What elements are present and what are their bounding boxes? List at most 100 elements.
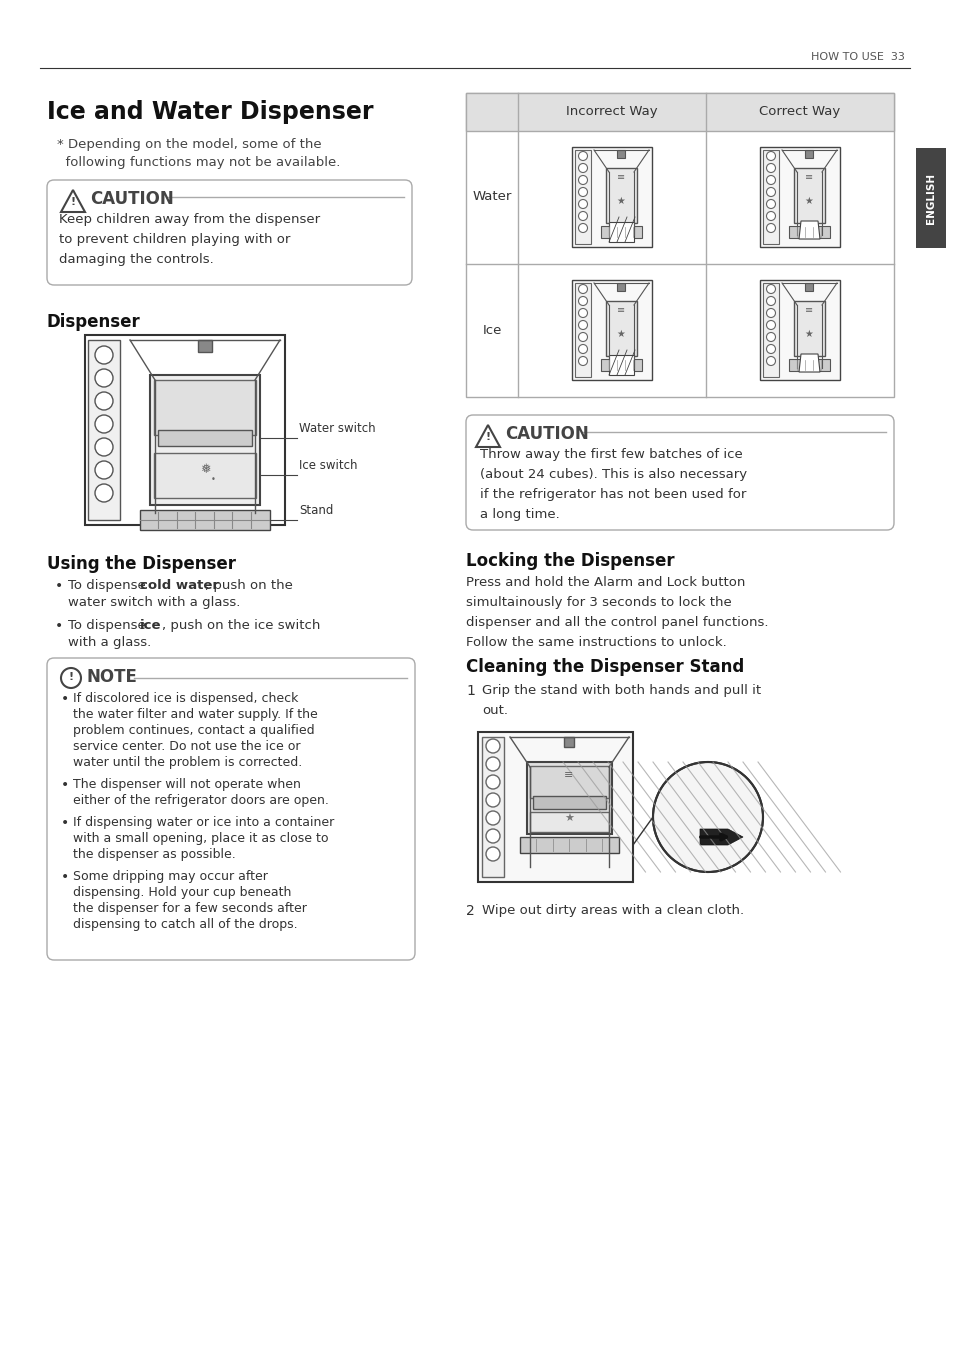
- Bar: [533, 797, 605, 809]
- Text: Ice switch: Ice switch: [298, 459, 357, 472]
- Text: with a glass.: with a glass.: [68, 636, 152, 648]
- Bar: [465, 93, 893, 398]
- Bar: [804, 282, 812, 291]
- Text: 2: 2: [465, 903, 475, 919]
- Text: Using the Dispenser: Using the Dispenser: [47, 555, 235, 573]
- Text: ≡: ≡: [564, 771, 573, 780]
- Text: either of the refrigerator doors are open.: either of the refrigerator doors are ope…: [73, 794, 329, 808]
- Text: !: !: [485, 432, 490, 441]
- Circle shape: [578, 175, 587, 185]
- Text: water until the problem is corrected.: water until the problem is corrected.: [73, 755, 302, 769]
- Circle shape: [578, 163, 587, 173]
- Circle shape: [485, 847, 499, 861]
- Circle shape: [765, 333, 775, 341]
- Circle shape: [765, 321, 775, 329]
- Bar: [158, 430, 252, 446]
- Text: To dispense: To dispense: [68, 618, 150, 632]
- Text: Ice and Water Dispenser: Ice and Water Dispenser: [47, 100, 374, 123]
- Text: water switch with a glass.: water switch with a glass.: [68, 596, 240, 609]
- Bar: [519, 838, 618, 853]
- Circle shape: [765, 163, 775, 173]
- Text: To dispense: To dispense: [68, 579, 150, 592]
- Circle shape: [765, 223, 775, 233]
- Text: Water switch: Water switch: [298, 422, 375, 435]
- Circle shape: [765, 356, 775, 366]
- Bar: [530, 812, 608, 832]
- Bar: [153, 452, 255, 498]
- Circle shape: [578, 152, 587, 160]
- Text: ★: ★: [803, 329, 813, 339]
- FancyBboxPatch shape: [47, 180, 412, 285]
- Circle shape: [578, 211, 587, 221]
- Text: the dispenser as possible.: the dispenser as possible.: [73, 849, 235, 861]
- Text: cold water: cold water: [140, 579, 219, 592]
- Polygon shape: [799, 354, 820, 372]
- Circle shape: [95, 392, 112, 410]
- Text: the dispenser for a few seconds after: the dispenser for a few seconds after: [73, 902, 307, 914]
- Text: service center. Do not use the ice or: service center. Do not use the ice or: [73, 740, 300, 753]
- Text: Dispenser: Dispenser: [47, 313, 141, 330]
- Circle shape: [765, 296, 775, 306]
- Text: HOW TO USE  33: HOW TO USE 33: [810, 52, 904, 62]
- Circle shape: [578, 296, 587, 306]
- Bar: [617, 282, 624, 291]
- Text: ≡: ≡: [804, 304, 812, 315]
- Text: the water filter and water supply. If the: the water filter and water supply. If th…: [73, 707, 317, 721]
- Text: !: !: [69, 672, 73, 681]
- Circle shape: [765, 152, 775, 160]
- Bar: [140, 510, 270, 531]
- Text: ≡: ≡: [804, 171, 812, 182]
- Text: •: •: [61, 692, 70, 706]
- Circle shape: [485, 812, 499, 825]
- Bar: [575, 282, 590, 377]
- Text: 1: 1: [465, 684, 475, 698]
- Text: problem continues, contact a qualified: problem continues, contact a qualified: [73, 724, 314, 738]
- Bar: [465, 93, 893, 132]
- Text: , push on the: , push on the: [205, 579, 293, 592]
- Text: following functions may not be available.: following functions may not be available…: [57, 156, 340, 169]
- Polygon shape: [799, 221, 820, 239]
- Text: Throw away the first few batches of ice
(about 24 cubes). This is also necessary: Throw away the first few batches of ice …: [479, 448, 746, 521]
- Circle shape: [95, 345, 112, 363]
- Circle shape: [578, 308, 587, 318]
- Circle shape: [485, 792, 499, 808]
- Text: If discolored ice is dispensed, check: If discolored ice is dispensed, check: [73, 692, 298, 705]
- Text: dispensing. Hold your cup beneath: dispensing. Hold your cup beneath: [73, 886, 291, 899]
- Text: * Depending on the model, some of the: * Depending on the model, some of the: [57, 138, 321, 151]
- Circle shape: [765, 200, 775, 208]
- Circle shape: [578, 333, 587, 341]
- Bar: [915, 148, 945, 248]
- Circle shape: [578, 285, 587, 293]
- Bar: [804, 149, 812, 158]
- Bar: [477, 732, 633, 882]
- Bar: [530, 766, 608, 798]
- Bar: [85, 335, 285, 525]
- Text: ★: ★: [563, 814, 574, 824]
- Circle shape: [765, 308, 775, 318]
- Circle shape: [61, 668, 81, 688]
- Text: CAUTION: CAUTION: [90, 191, 173, 208]
- Text: ❅: ❅: [199, 463, 210, 476]
- Text: Stand: Stand: [298, 505, 333, 517]
- Polygon shape: [608, 355, 634, 376]
- Text: •: •: [61, 871, 70, 884]
- Bar: [198, 340, 212, 352]
- Bar: [788, 226, 829, 239]
- Bar: [760, 147, 840, 247]
- Bar: [793, 302, 824, 356]
- Text: Water: Water: [472, 191, 511, 203]
- Bar: [153, 380, 255, 435]
- Circle shape: [765, 344, 775, 354]
- Polygon shape: [476, 425, 499, 447]
- Circle shape: [765, 211, 775, 221]
- Circle shape: [578, 223, 587, 233]
- Text: Ice: Ice: [482, 324, 501, 336]
- Bar: [563, 738, 574, 747]
- Bar: [762, 149, 779, 244]
- Circle shape: [652, 762, 762, 872]
- Bar: [572, 147, 651, 247]
- Text: ≡: ≡: [617, 304, 624, 315]
- Text: Grip the stand with both hands and pull it
out.: Grip the stand with both hands and pull …: [481, 684, 760, 717]
- Bar: [526, 762, 612, 834]
- Circle shape: [485, 829, 499, 843]
